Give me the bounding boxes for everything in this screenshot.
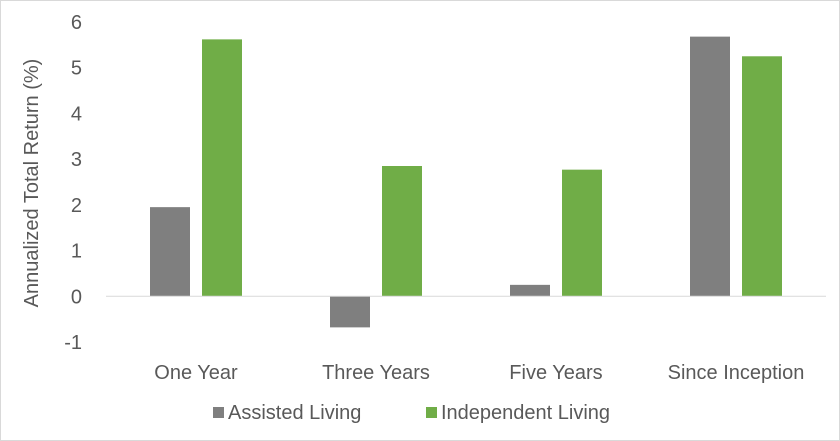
legend-swatch: [426, 407, 437, 418]
y-tick-label: 0: [71, 286, 82, 308]
bar-independent-living: [742, 56, 782, 297]
bar-assisted-living: [690, 36, 730, 297]
x-axis-ticks: One Year Three Years Five Years Since Incep…: [154, 362, 804, 384]
legend-swatch: [213, 407, 224, 418]
y-tick-label: 5: [71, 58, 82, 80]
y-tick-label: 4: [71, 103, 82, 125]
bar-independent-living: [202, 39, 242, 297]
x-category-label: Since Inception: [668, 362, 805, 384]
x-category-label: Five Years: [509, 362, 602, 384]
legend-label: Independent Living: [441, 402, 610, 424]
y-axis-title: Annualized Total Return (%): [21, 59, 43, 308]
bar-assisted-living: [510, 284, 550, 297]
legend: Assisted Living Independent Living: [213, 402, 610, 424]
bars: [150, 36, 782, 328]
y-tick-label: 6: [71, 12, 82, 34]
y-tick-label: 2: [71, 195, 82, 217]
bar-assisted-living: [330, 296, 370, 328]
y-tick-label: 3: [71, 149, 82, 171]
legend-label: Assisted Living: [228, 402, 361, 424]
bar-independent-living: [562, 169, 602, 297]
y-axis-ticks: -1 0 1 2 3 4 5 6: [64, 12, 82, 354]
x-category-label: One Year: [154, 362, 238, 384]
x-category-label: Three Years: [322, 362, 430, 384]
y-tick-label: -1: [64, 332, 82, 354]
bar-independent-living: [382, 166, 422, 297]
bar-assisted-living: [150, 207, 190, 297]
y-tick-label: 1: [71, 241, 82, 263]
